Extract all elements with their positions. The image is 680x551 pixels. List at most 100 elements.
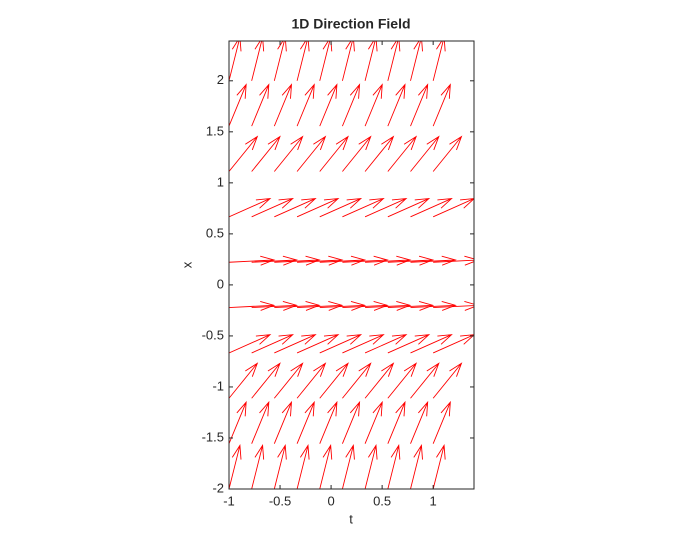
y-tick-label: -2: [212, 480, 224, 495]
arrow: [229, 362, 259, 399]
arrow: [364, 400, 383, 444]
arrow: [342, 135, 372, 172]
arrow: [342, 301, 389, 311]
arrow: [365, 301, 412, 311]
arrows: [229, 41, 474, 489]
arrow: [410, 135, 440, 172]
y-tick-label: 1: [217, 174, 224, 189]
arrow: [319, 197, 363, 218]
arrow: [319, 400, 338, 444]
arrow: [251, 135, 281, 172]
arrow: [319, 334, 363, 354]
arrow: [229, 197, 272, 218]
arrow: [387, 334, 431, 354]
x-tick-label: 1: [430, 493, 437, 508]
arrow: [410, 41, 423, 81]
arrow: [319, 362, 349, 399]
arrow: [410, 301, 457, 311]
y-tick-label: 1.5: [206, 123, 224, 138]
arrow: [410, 444, 423, 489]
arrow: [410, 334, 453, 354]
y-tick-label: -0.5: [202, 327, 224, 342]
arrow: [319, 255, 367, 266]
arrow: [251, 444, 265, 489]
arrow: [251, 334, 295, 354]
arrow: [432, 135, 463, 172]
arrow: [342, 334, 385, 354]
arrow: [387, 444, 401, 489]
arrow: [432, 41, 446, 81]
arrow: [433, 301, 474, 311]
arrow: [319, 41, 333, 81]
arrow: [410, 400, 429, 444]
arrow: [273, 41, 287, 81]
arrow: [229, 135, 259, 172]
arrow: [364, 362, 395, 399]
arrow: [274, 334, 317, 354]
arrow: [341, 444, 355, 489]
arrow: [410, 83, 429, 127]
arrow: [364, 41, 378, 81]
arrow: [410, 255, 457, 266]
arrow: [251, 41, 265, 81]
arrow: [229, 83, 247, 127]
arrow: [251, 255, 299, 266]
arrow: [410, 197, 453, 218]
chart-title: 1D Direction Field: [291, 16, 410, 32]
arrow: [229, 301, 276, 311]
arrow: [296, 334, 340, 354]
arrow: [296, 362, 327, 399]
y-tick-label: -1.5: [202, 429, 224, 444]
arrow: [319, 83, 338, 127]
arrow: [229, 41, 242, 81]
arrow: [296, 400, 315, 444]
y-tick-label: 2: [217, 72, 224, 87]
arrow: [432, 362, 463, 399]
arrow: [364, 135, 395, 172]
arrow: [342, 362, 372, 399]
x-tick-label: -0.5: [269, 493, 291, 508]
arrow: [251, 197, 295, 218]
x-axis-label: t: [349, 511, 353, 526]
arrow: [432, 400, 451, 444]
arrow: [296, 83, 315, 127]
arrow: [387, 197, 431, 218]
arrow: [296, 444, 310, 489]
arrow: [432, 83, 451, 127]
arrow: [387, 255, 435, 266]
arrow: [341, 83, 361, 127]
arrow: [229, 444, 242, 489]
arrow: [387, 135, 418, 172]
arrow: [296, 197, 340, 218]
arrow: [273, 135, 304, 172]
arrow: [251, 400, 270, 444]
arrow: [229, 255, 276, 266]
axes-box: [228, 40, 475, 490]
x-tick-label: -1: [223, 493, 235, 508]
arrow: [364, 444, 378, 489]
arrow: [229, 334, 272, 354]
y-tick-label: 0.5: [206, 225, 224, 240]
arrow: [274, 301, 321, 311]
arrow: [273, 83, 293, 127]
arrow: [387, 400, 406, 444]
arrow: [274, 197, 317, 218]
arrow: [273, 400, 293, 444]
arrow: [251, 362, 281, 399]
arrow: [296, 135, 327, 172]
arrow: [433, 255, 474, 266]
arrow: [297, 255, 344, 266]
arrow: [251, 83, 270, 127]
y-tick-label: -1: [212, 378, 224, 393]
arrow: [387, 362, 418, 399]
arrow: [273, 444, 287, 489]
arrow: [341, 41, 355, 81]
arrow: [319, 444, 333, 489]
arrow: [274, 255, 321, 266]
arrow: [342, 255, 389, 266]
x-tick-label: 0: [327, 493, 334, 508]
arrow: [410, 362, 440, 399]
arrow: [341, 400, 361, 444]
arrow: [387, 83, 406, 127]
